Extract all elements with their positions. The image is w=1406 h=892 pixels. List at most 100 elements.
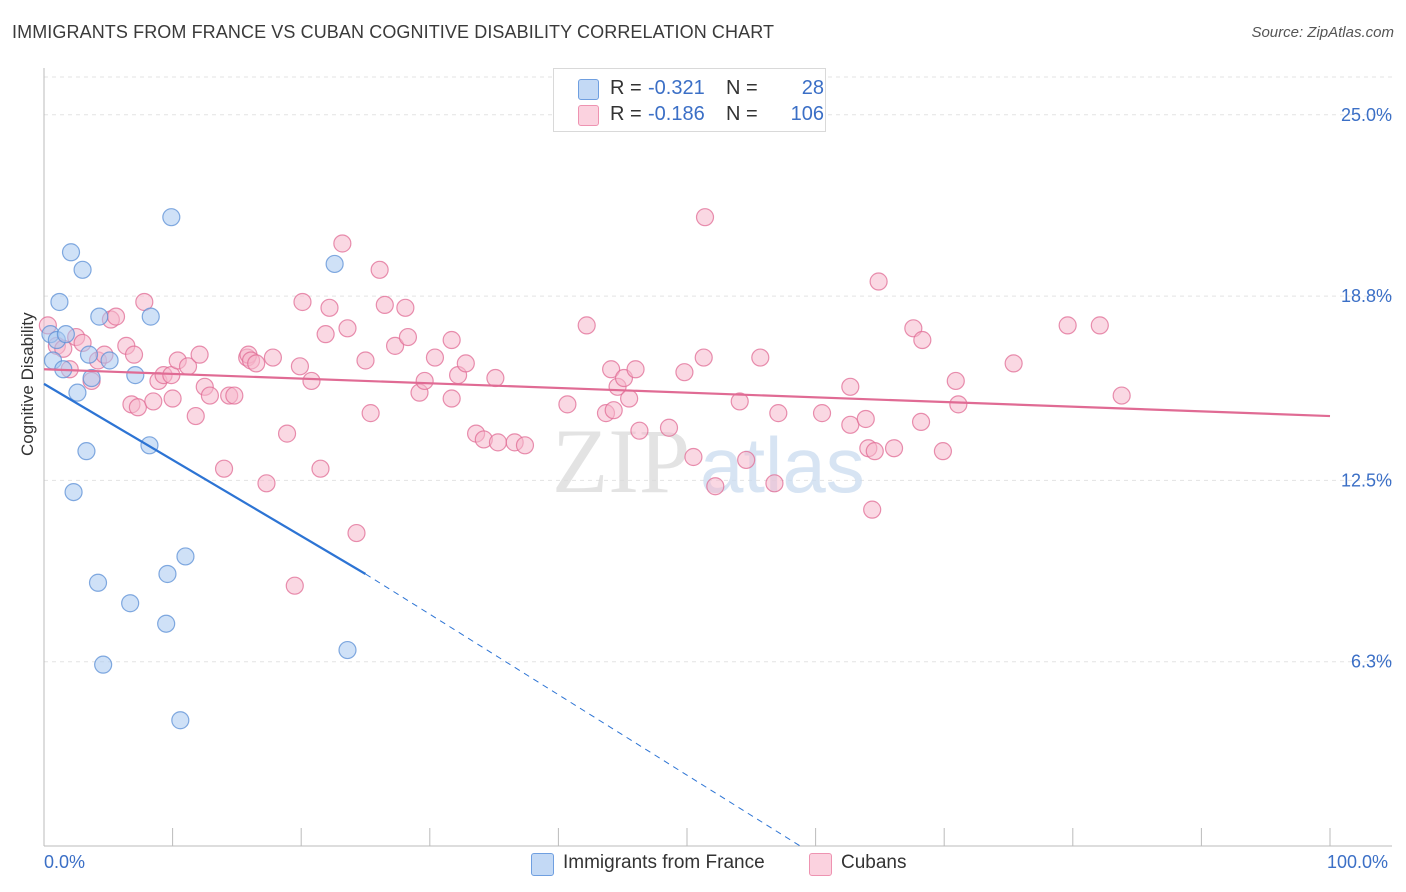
cuban-point [361, 404, 380, 423]
cubans-trend-line [43, 368, 1331, 418]
legend-label: Immigrants from France [563, 852, 765, 873]
france-trend-extension [365, 573, 801, 847]
cuban-point [684, 447, 703, 467]
cuban-point [247, 354, 266, 373]
cuban-point [659, 418, 679, 437]
watermark-atlas: atlas [700, 421, 865, 509]
cuban-point [602, 360, 621, 379]
cuban-point [263, 348, 283, 367]
cuban-point [285, 576, 304, 595]
cuban-point [186, 406, 205, 426]
cuban-point [675, 363, 694, 382]
cubans-swatch [809, 853, 832, 876]
cuban-point [884, 439, 904, 458]
y-axis-label: Cognitive Disability [18, 312, 37, 456]
cuban-point [558, 395, 577, 414]
france-point [50, 292, 69, 312]
france-point [141, 307, 160, 326]
cuban-point [620, 389, 639, 408]
cuban-point [626, 360, 645, 379]
france-point [94, 655, 113, 674]
r-value: -0.186 [648, 103, 705, 125]
cuban-point [1004, 354, 1023, 373]
y-tick-labels: 6.3% 12.5% 18.8% 25.0% [1341, 105, 1392, 672]
cuban-point [144, 392, 163, 411]
cuban-point [370, 260, 389, 279]
cuban-point [488, 433, 508, 452]
x-tick-label-max: 100.0% [1327, 852, 1389, 872]
france-point [162, 208, 181, 227]
cuban-point [277, 424, 297, 443]
cuban-point [347, 523, 366, 543]
cuban-point [769, 404, 788, 423]
cuban-point [456, 354, 475, 373]
cuban-point [577, 316, 596, 335]
cuban-point [865, 442, 884, 461]
legend-label: Cubans [841, 852, 907, 873]
cuban-point [257, 474, 276, 493]
cuban-point [385, 336, 405, 355]
cuban-point [225, 386, 244, 405]
france-trend-line [43, 382, 367, 575]
cuban-point [396, 298, 415, 317]
cuban-point [442, 389, 461, 408]
france-swatch [578, 79, 599, 100]
cuban-point [124, 345, 144, 364]
france-point [171, 711, 190, 730]
france-point [82, 368, 101, 388]
cuban-point [320, 298, 339, 317]
cuban-point [302, 371, 321, 391]
cuban-point [863, 500, 882, 519]
cuban-point [1090, 316, 1109, 335]
n-label: N = [726, 103, 758, 125]
cuban-point [163, 389, 182, 408]
france-point [325, 254, 344, 274]
cuban-point [911, 412, 931, 432]
cuban-point [1058, 316, 1077, 335]
cuban-point [812, 404, 832, 423]
cuban-point [486, 368, 505, 388]
cuban-point [695, 208, 715, 227]
cuban-point [913, 330, 932, 350]
cuban-point [737, 450, 756, 470]
cuban-point [442, 330, 461, 350]
y-tick-label: 25.0% [1341, 105, 1392, 125]
france-point [157, 614, 176, 633]
y-tick-label: 12.5% [1341, 470, 1392, 490]
cuban-point [706, 477, 725, 496]
r-label: R = [610, 103, 642, 125]
cubans-swatch [578, 105, 599, 126]
cuban-point [1112, 386, 1131, 405]
france-swatch [531, 853, 554, 876]
france-point [64, 482, 83, 502]
cuban-point [730, 392, 749, 411]
watermark: ZIP atlas [552, 410, 865, 512]
n-label: N = [726, 77, 758, 99]
cuban-point [200, 386, 219, 405]
cuban-point [515, 436, 535, 455]
correlation-legend: R = -0.321 N = 28 R = -0.186 N = 106 [553, 68, 826, 132]
r-label: R = [610, 77, 642, 99]
cuban-point [765, 474, 784, 493]
cuban-point [751, 348, 770, 367]
cuban-point [356, 351, 375, 370]
france-point [68, 383, 87, 402]
cuban-point [333, 234, 352, 253]
cuban-point [293, 292, 312, 312]
cuban-point [338, 319, 357, 338]
cuban-point [425, 348, 445, 367]
cuban-point [630, 421, 649, 440]
cubans-points [38, 208, 1131, 595]
cuban-point [375, 295, 394, 315]
y-tick-label: 6.3% [1351, 652, 1392, 672]
france-point [121, 594, 140, 613]
n-value: 28 [801, 77, 824, 99]
cuban-point [311, 459, 330, 478]
france-point [61, 243, 81, 262]
cuban-point [946, 371, 965, 391]
france-point [100, 351, 119, 370]
france-point [73, 260, 92, 279]
france-point [126, 366, 145, 385]
cuban-point [398, 327, 418, 347]
